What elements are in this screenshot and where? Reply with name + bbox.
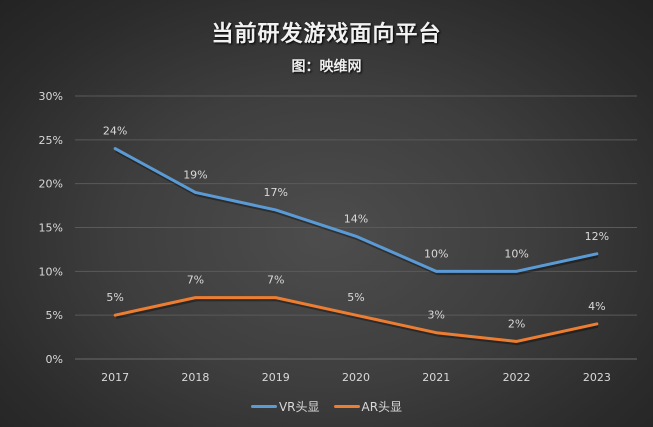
- data-label: 14%: [344, 212, 368, 225]
- x-tick-label: 2019: [262, 371, 290, 384]
- x-tick-label: 2017: [101, 371, 129, 384]
- data-labels: 24% 19% 17% 14% 10% 10% 12% 5% 7% 7% 5% 3% 2% 4%: [103, 125, 609, 331]
- data-label: 17%: [263, 186, 287, 199]
- legend-label-vr: VR头显: [278, 400, 320, 414]
- data-label: 5%: [347, 291, 364, 304]
- y-tick-label: 0%: [46, 353, 63, 366]
- x-tick-label: 2021: [422, 371, 450, 384]
- legend: VR头显 AR头显: [0, 398, 653, 415]
- data-label: 5%: [106, 291, 123, 304]
- x-tick-label: 2018: [181, 371, 209, 384]
- data-label: 4%: [588, 300, 605, 313]
- data-label: 7%: [187, 274, 204, 287]
- y-tick-label: 20%: [39, 178, 63, 191]
- data-label: 24%: [103, 125, 127, 138]
- series-line-vr[interactable]: [113, 147, 599, 273]
- y-tick-label: 15%: [39, 222, 63, 235]
- x-axis-ticks: 2017 2018 2019 2020 2021 2022 2023: [101, 371, 611, 384]
- legend-swatch-ar: [333, 405, 360, 408]
- data-label: 19%: [183, 168, 207, 181]
- chart-title: 当前研发游戏面向平台: [211, 22, 442, 47]
- y-axis-ticks: 0% 5% 10% 15% 20% 25% 30%: [39, 90, 63, 366]
- gridlines: [75, 95, 637, 360]
- data-label: 3%: [428, 309, 445, 322]
- data-label: 10%: [504, 247, 528, 260]
- series-lines: [113, 147, 599, 346]
- data-label: 2%: [508, 317, 525, 330]
- data-label: 7%: [267, 274, 284, 287]
- legend-swatch-vr: [250, 405, 277, 408]
- data-label: 10%: [424, 247, 448, 260]
- y-tick-label: 5%: [46, 309, 63, 322]
- series-line-ar[interactable]: [113, 296, 599, 343]
- x-tick-label: 2023: [583, 371, 611, 384]
- y-tick-label: 10%: [39, 265, 63, 278]
- x-tick-label: 2020: [342, 371, 370, 384]
- legend-item-ar[interactable]: AR头显: [333, 398, 403, 415]
- data-label: 12%: [585, 230, 609, 243]
- legend-item-vr[interactable]: VR头显: [250, 398, 320, 415]
- chart-subtitle: 图：映维网: [291, 59, 362, 75]
- series-line-shadow: [115, 297, 599, 346]
- x-tick-label: 2022: [503, 371, 531, 384]
- y-tick-label: 25%: [39, 134, 63, 147]
- legend-label-ar: AR头显: [361, 400, 403, 414]
- y-tick-label: 30%: [39, 90, 63, 103]
